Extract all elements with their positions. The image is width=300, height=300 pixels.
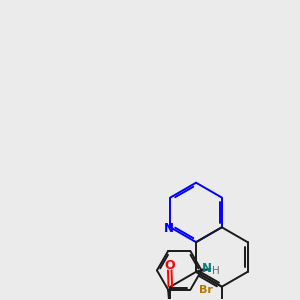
Text: N: N [202,262,212,275]
Text: H: H [212,266,220,276]
Text: Br: Br [199,285,213,295]
Text: N: N [164,222,174,235]
Text: O: O [164,259,175,272]
